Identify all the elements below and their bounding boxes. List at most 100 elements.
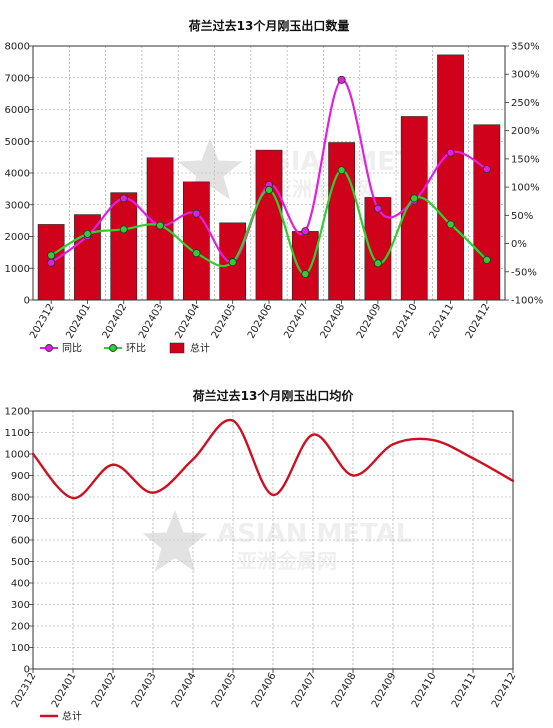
x-tick-label: 202401	[50, 671, 79, 710]
x-tick-label: 202401	[64, 302, 93, 341]
x-tick-label: 202405	[210, 302, 239, 341]
star-logo-icon	[142, 510, 208, 572]
x-tick-label: 202409	[370, 671, 399, 710]
price-point-202412	[511, 479, 515, 483]
bar-202412	[473, 124, 501, 301]
y-tick-label: 300	[11, 600, 30, 611]
y2-tick-label: 100%	[511, 183, 540, 194]
y2-tick-label: 0%	[511, 239, 527, 250]
x-tick-label: 202409	[355, 302, 384, 341]
x-tick-label: 202407	[290, 671, 319, 710]
y2-tick-label: 150%	[511, 154, 540, 165]
price-chart: 荷兰过去13个月刚玉出口均价 0 100 200 300 400 500 600 700 800 9…	[5, 388, 519, 723]
x-tick-label: 202407	[282, 302, 311, 341]
legend-label: 总计	[190, 342, 210, 355]
y-tick-label: 1000	[5, 450, 30, 461]
mom-series-line	[50, 169, 488, 276]
price-point-202402	[111, 463, 115, 466]
quantity-chart: 荷兰过去13个月刚玉出口数量 0 1000 2000 3000 4000 5000 6000 7…	[5, 18, 544, 355]
y2-tick-label: 200%	[511, 126, 540, 137]
x-tick-label: 202411	[428, 302, 457, 341]
x-tick-label: 202408	[319, 302, 348, 341]
price-point-202312	[31, 452, 35, 456]
y-tick-label: 6000	[5, 105, 30, 116]
watermark-text-cn: 亚洲金属网	[272, 177, 372, 201]
x-tick-label: 202312	[10, 671, 39, 710]
mom-point-202411	[446, 220, 455, 229]
y-tick-label: 800	[11, 493, 30, 504]
x-tick-label: 202408	[330, 671, 359, 710]
y-tick-label: 5000	[5, 137, 30, 148]
mom-point-202406	[264, 185, 274, 194]
y-tick-label: 3000	[5, 200, 30, 211]
price-point-202401	[71, 496, 75, 500]
yoy-point-202402	[119, 194, 128, 203]
y-tick-label: 900	[11, 471, 30, 482]
y-tick-label: 1000	[5, 264, 30, 275]
bar-202401	[74, 214, 101, 301]
mom-point-202404	[192, 249, 201, 258]
yoy-point-202412	[482, 164, 491, 174]
y-tick-label: 200	[11, 622, 30, 633]
x-tick-label: 202404	[170, 671, 199, 710]
price-point-202404	[191, 458, 195, 461]
mom-point-202412	[482, 255, 491, 264]
y-tick-label: 700	[11, 514, 30, 525]
legend-swatch-bar	[169, 342, 185, 354]
x-tick-label: 202405	[210, 671, 239, 710]
yoy-point-202404	[192, 209, 201, 218]
watermark-text-en: ASIAN METAL	[217, 519, 413, 549]
mom-point-202403	[156, 221, 165, 230]
x-tick-label: 202403	[137, 302, 166, 341]
y2-tick-label: 50%	[511, 211, 533, 222]
legend-label: 环比	[126, 343, 146, 355]
y-tick-label: 400	[11, 579, 30, 590]
yoy-point-202409	[373, 204, 382, 213]
x-tick-label: 202402	[90, 671, 119, 710]
y2-tick-label: -50%	[511, 267, 537, 278]
y-tick-label: 1200	[5, 407, 30, 418]
price-point-202403	[151, 491, 155, 494]
y2-tick-label: 300%	[511, 70, 540, 81]
x-tick-label: 202406	[250, 671, 279, 710]
yoy-point-202312	[47, 258, 56, 267]
mom-point-202402	[119, 225, 128, 234]
x-tick-label: 202410	[410, 671, 439, 710]
y2-tick-label: -100%	[511, 296, 543, 307]
x-tick-label: 202412	[490, 671, 519, 710]
y-tick-label: 500	[11, 557, 30, 568]
y-tick-label: 0	[24, 665, 30, 676]
mom-point-202408	[337, 166, 346, 175]
bar-202402	[110, 192, 138, 301]
star-logo-icon	[177, 138, 243, 200]
price-point-202407	[311, 433, 315, 436]
chart-title: 荷兰过去13个月刚玉出口均价	[192, 388, 355, 403]
bar-202406	[255, 149, 283, 301]
y-tick-label: 600	[11, 536, 30, 547]
x-tick-label: 202404	[173, 302, 202, 341]
price-point-202410	[431, 438, 435, 442]
mom-point-202401	[83, 229, 92, 239]
mom-point-202312	[47, 251, 56, 260]
y-tick-label: 2000	[5, 232, 30, 243]
x-tick-label: 202312	[28, 302, 57, 341]
legend-swatch-marker	[109, 344, 117, 352]
bar-202407	[291, 231, 319, 301]
y-tick-label: 7000	[5, 73, 30, 84]
y-tick-label: 100	[11, 643, 30, 654]
mom-point-202409	[373, 259, 382, 268]
y2-tick-label: 350%	[511, 42, 540, 53]
watermark-text-cn: 亚洲金属网	[237, 549, 337, 573]
price-point-202408	[351, 474, 355, 477]
y-tick-label: 0	[24, 296, 30, 307]
mom-point-202405	[228, 258, 237, 267]
x-tick-label: 202402	[101, 302, 130, 341]
price-point-202406	[271, 493, 275, 497]
bar-202411	[437, 54, 464, 301]
bar-202404	[183, 181, 210, 301]
x-tick-label: 202403	[130, 671, 159, 710]
mom-point-202410	[410, 194, 419, 203]
legend-label: 同比	[62, 343, 82, 355]
